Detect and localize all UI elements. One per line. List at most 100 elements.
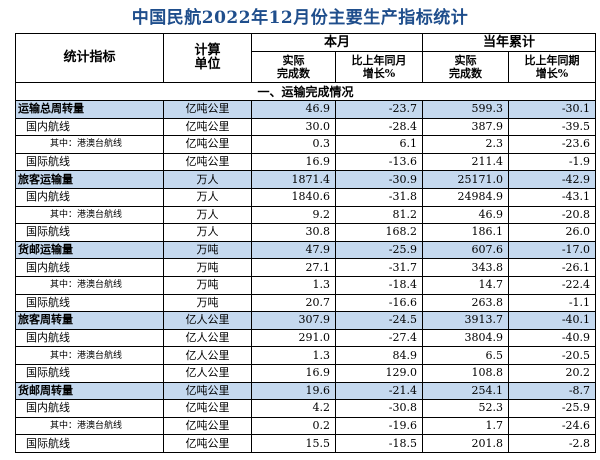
- row-ytd-yoy: -25.9: [508, 399, 597, 418]
- row-ytd-yoy: -40.9: [508, 328, 597, 348]
- header-ytd-yoy: 比上年同期 增长%: [508, 51, 597, 83]
- header-unit-line1: 计算: [194, 43, 221, 58]
- row-name: 国际航线: [15, 434, 164, 453]
- row-ytd-actual: 14.7: [422, 275, 510, 295]
- row-ytd-yoy: -22.4: [508, 275, 597, 295]
- row-ytd-actual: 186.1: [422, 223, 510, 242]
- row-name: 国际航线: [15, 152, 164, 172]
- header-month-yoy: 比上年同月 增长%: [334, 51, 424, 83]
- row-ytd-yoy: -23.6: [508, 135, 597, 154]
- row-name: 其中：港澳台航线: [15, 135, 164, 154]
- row-unit: 万人: [163, 170, 252, 189]
- row-name: 国内航线: [15, 328, 164, 348]
- row-name: 旅客运输量: [15, 170, 164, 189]
- row-ytd-yoy: -39.5: [508, 117, 597, 137]
- row-month-actual: 27.1: [251, 258, 336, 277]
- row-month-actual: 1840.6: [251, 187, 336, 207]
- row-month-yoy: -24.5: [334, 311, 424, 330]
- row-month-actual: 46.9: [251, 100, 336, 119]
- row-month-yoy: -31.8: [334, 187, 424, 207]
- table-row: 其中：港澳台航线 万人 9.2 81.2 46.9 -20.8: [15, 205, 597, 225]
- row-unit: 亿人公里: [163, 346, 252, 365]
- table-row: 国际航线 万人 30.8 168.2 186.1 26.0: [15, 223, 597, 242]
- header-indicator: 统计指标: [15, 33, 164, 83]
- row-month-actual: 47.9: [251, 240, 336, 260]
- row-month-actual: 291.0: [251, 328, 336, 348]
- table-row: 国际航线 亿人公里 16.9 129.0 108.8 20.2: [15, 363, 597, 383]
- header-month: 本月: [250, 33, 424, 52]
- header-month-yoy-line2: 增长%: [362, 67, 396, 80]
- table-body: 一、运输完成情况 运输总周转量 亿吨公里 46.9 -23.7 599.3 -30.1 国内…: [14, 82, 597, 453]
- table-row: 其中：港澳台航线 亿吨公里 0.3 6.1 2.3 -23.6: [15, 135, 597, 154]
- table-row: 货邮周转量 亿吨公里 19.6 -21.4 254.1 -8.7: [15, 381, 597, 401]
- row-month-yoy: -30.8: [334, 399, 424, 418]
- row-ytd-yoy: 20.2: [508, 363, 597, 383]
- row-name: 货邮周转量: [15, 381, 164, 401]
- table-row: 旅客运输量 万人 1871.4 -30.9 25171.0 -42.9: [15, 170, 597, 189]
- row-month-yoy: -13.6: [334, 152, 424, 172]
- row-unit: 亿吨公里: [163, 399, 252, 418]
- row-ytd-actual: 1.7: [422, 416, 510, 436]
- row-name: 国内航线: [15, 258, 164, 277]
- row-name: 国内航线: [15, 399, 164, 418]
- row-month-actual: 0.2: [251, 416, 336, 436]
- row-unit: 万吨: [163, 258, 252, 277]
- row-ytd-yoy: -17.0: [508, 240, 597, 260]
- row-month-yoy: -31.7: [334, 258, 424, 277]
- row-unit: 亿人公里: [163, 363, 252, 383]
- row-month-actual: 1.3: [251, 275, 336, 295]
- row-ytd-yoy: -20.8: [508, 205, 597, 225]
- row-name: 国内航线: [15, 187, 164, 207]
- table-row: 国内航线 亿吨公里 30.0 -28.4 387.9 -39.5: [15, 117, 597, 137]
- row-month-yoy: -30.9: [334, 170, 424, 189]
- row-ytd-yoy: -42.9: [508, 170, 597, 189]
- table-row: 国际航线 亿吨公里 16.9 -13.6 211.4 -1.9: [15, 152, 597, 172]
- row-month-yoy: 168.2: [334, 223, 424, 242]
- section-row: 一、运输完成情况: [14, 82, 597, 101]
- header-month-actual: 实际 完成数: [251, 51, 336, 83]
- row-ytd-yoy: -2.8: [508, 434, 597, 453]
- row-unit: 亿人公里: [163, 311, 252, 330]
- row-ytd-actual: 254.1: [422, 381, 510, 401]
- row-unit: 亿吨公里: [163, 117, 252, 137]
- row-unit: 万吨: [163, 293, 252, 313]
- row-month-actual: 19.6: [251, 381, 336, 401]
- row-month-actual: 1.3: [251, 346, 336, 365]
- row-name: 货邮运输量: [15, 240, 164, 260]
- table-row: 货邮运输量 万吨 47.9 -25.9 607.6 -17.0: [15, 240, 597, 260]
- row-ytd-actual: 3913.7: [422, 311, 510, 330]
- row-unit: 万人: [163, 187, 252, 207]
- row-unit: 万吨: [163, 240, 252, 260]
- row-ytd-yoy: -1.1: [508, 293, 597, 313]
- table-row: 国际航线 亿吨公里 15.5 -18.5 201.8 -2.8: [15, 434, 597, 453]
- header-ytd: 当年累计: [422, 33, 597, 52]
- row-month-yoy: -28.4: [334, 117, 424, 137]
- row-name: 其中：港澳台航线: [15, 275, 164, 295]
- header-month-yoy-line1: 比上年同月: [351, 54, 407, 67]
- row-name: 其中：港澳台航线: [15, 346, 164, 365]
- row-name: 国际航线: [15, 293, 164, 313]
- row-ytd-yoy: -40.1: [508, 311, 597, 330]
- row-month-yoy: 6.1: [334, 135, 424, 154]
- row-unit: 亿吨公里: [163, 152, 252, 172]
- row-unit: 万人: [163, 205, 252, 225]
- row-name: 国际航线: [15, 363, 164, 383]
- row-month-yoy: -23.7: [334, 100, 424, 119]
- header-month-actual-line1: 实际: [282, 54, 305, 67]
- row-unit: 万吨: [163, 275, 252, 295]
- section-title: 一、运输完成情况: [14, 82, 597, 101]
- table-row: 其中：港澳台航线 亿吨公里 0.2 -19.6 1.7 -24.6: [15, 416, 597, 436]
- row-month-actual: 16.9: [251, 152, 336, 172]
- row-ytd-actual: 201.8: [422, 434, 510, 453]
- row-month-yoy: -25.9: [334, 240, 424, 260]
- table-row: 其中：港澳台航线 亿人公里 1.3 84.9 6.5 -20.5: [15, 346, 597, 365]
- header-ytd-actual-line2: 完成数: [449, 67, 483, 80]
- row-ytd-yoy: 26.0: [508, 223, 597, 242]
- row-month-actual: 16.9: [251, 363, 336, 383]
- row-ytd-yoy: -1.9: [508, 152, 597, 172]
- row-month-actual: 9.2: [251, 205, 336, 225]
- table-row: 国内航线 亿人公里 291.0 -27.4 3804.9 -40.9: [15, 328, 597, 348]
- header-month-actual-line2: 完成数: [277, 67, 310, 80]
- table-row: 国内航线 亿吨公里 4.2 -30.8 52.3 -25.9: [15, 399, 597, 418]
- row-name: 旅客周转量: [15, 311, 164, 330]
